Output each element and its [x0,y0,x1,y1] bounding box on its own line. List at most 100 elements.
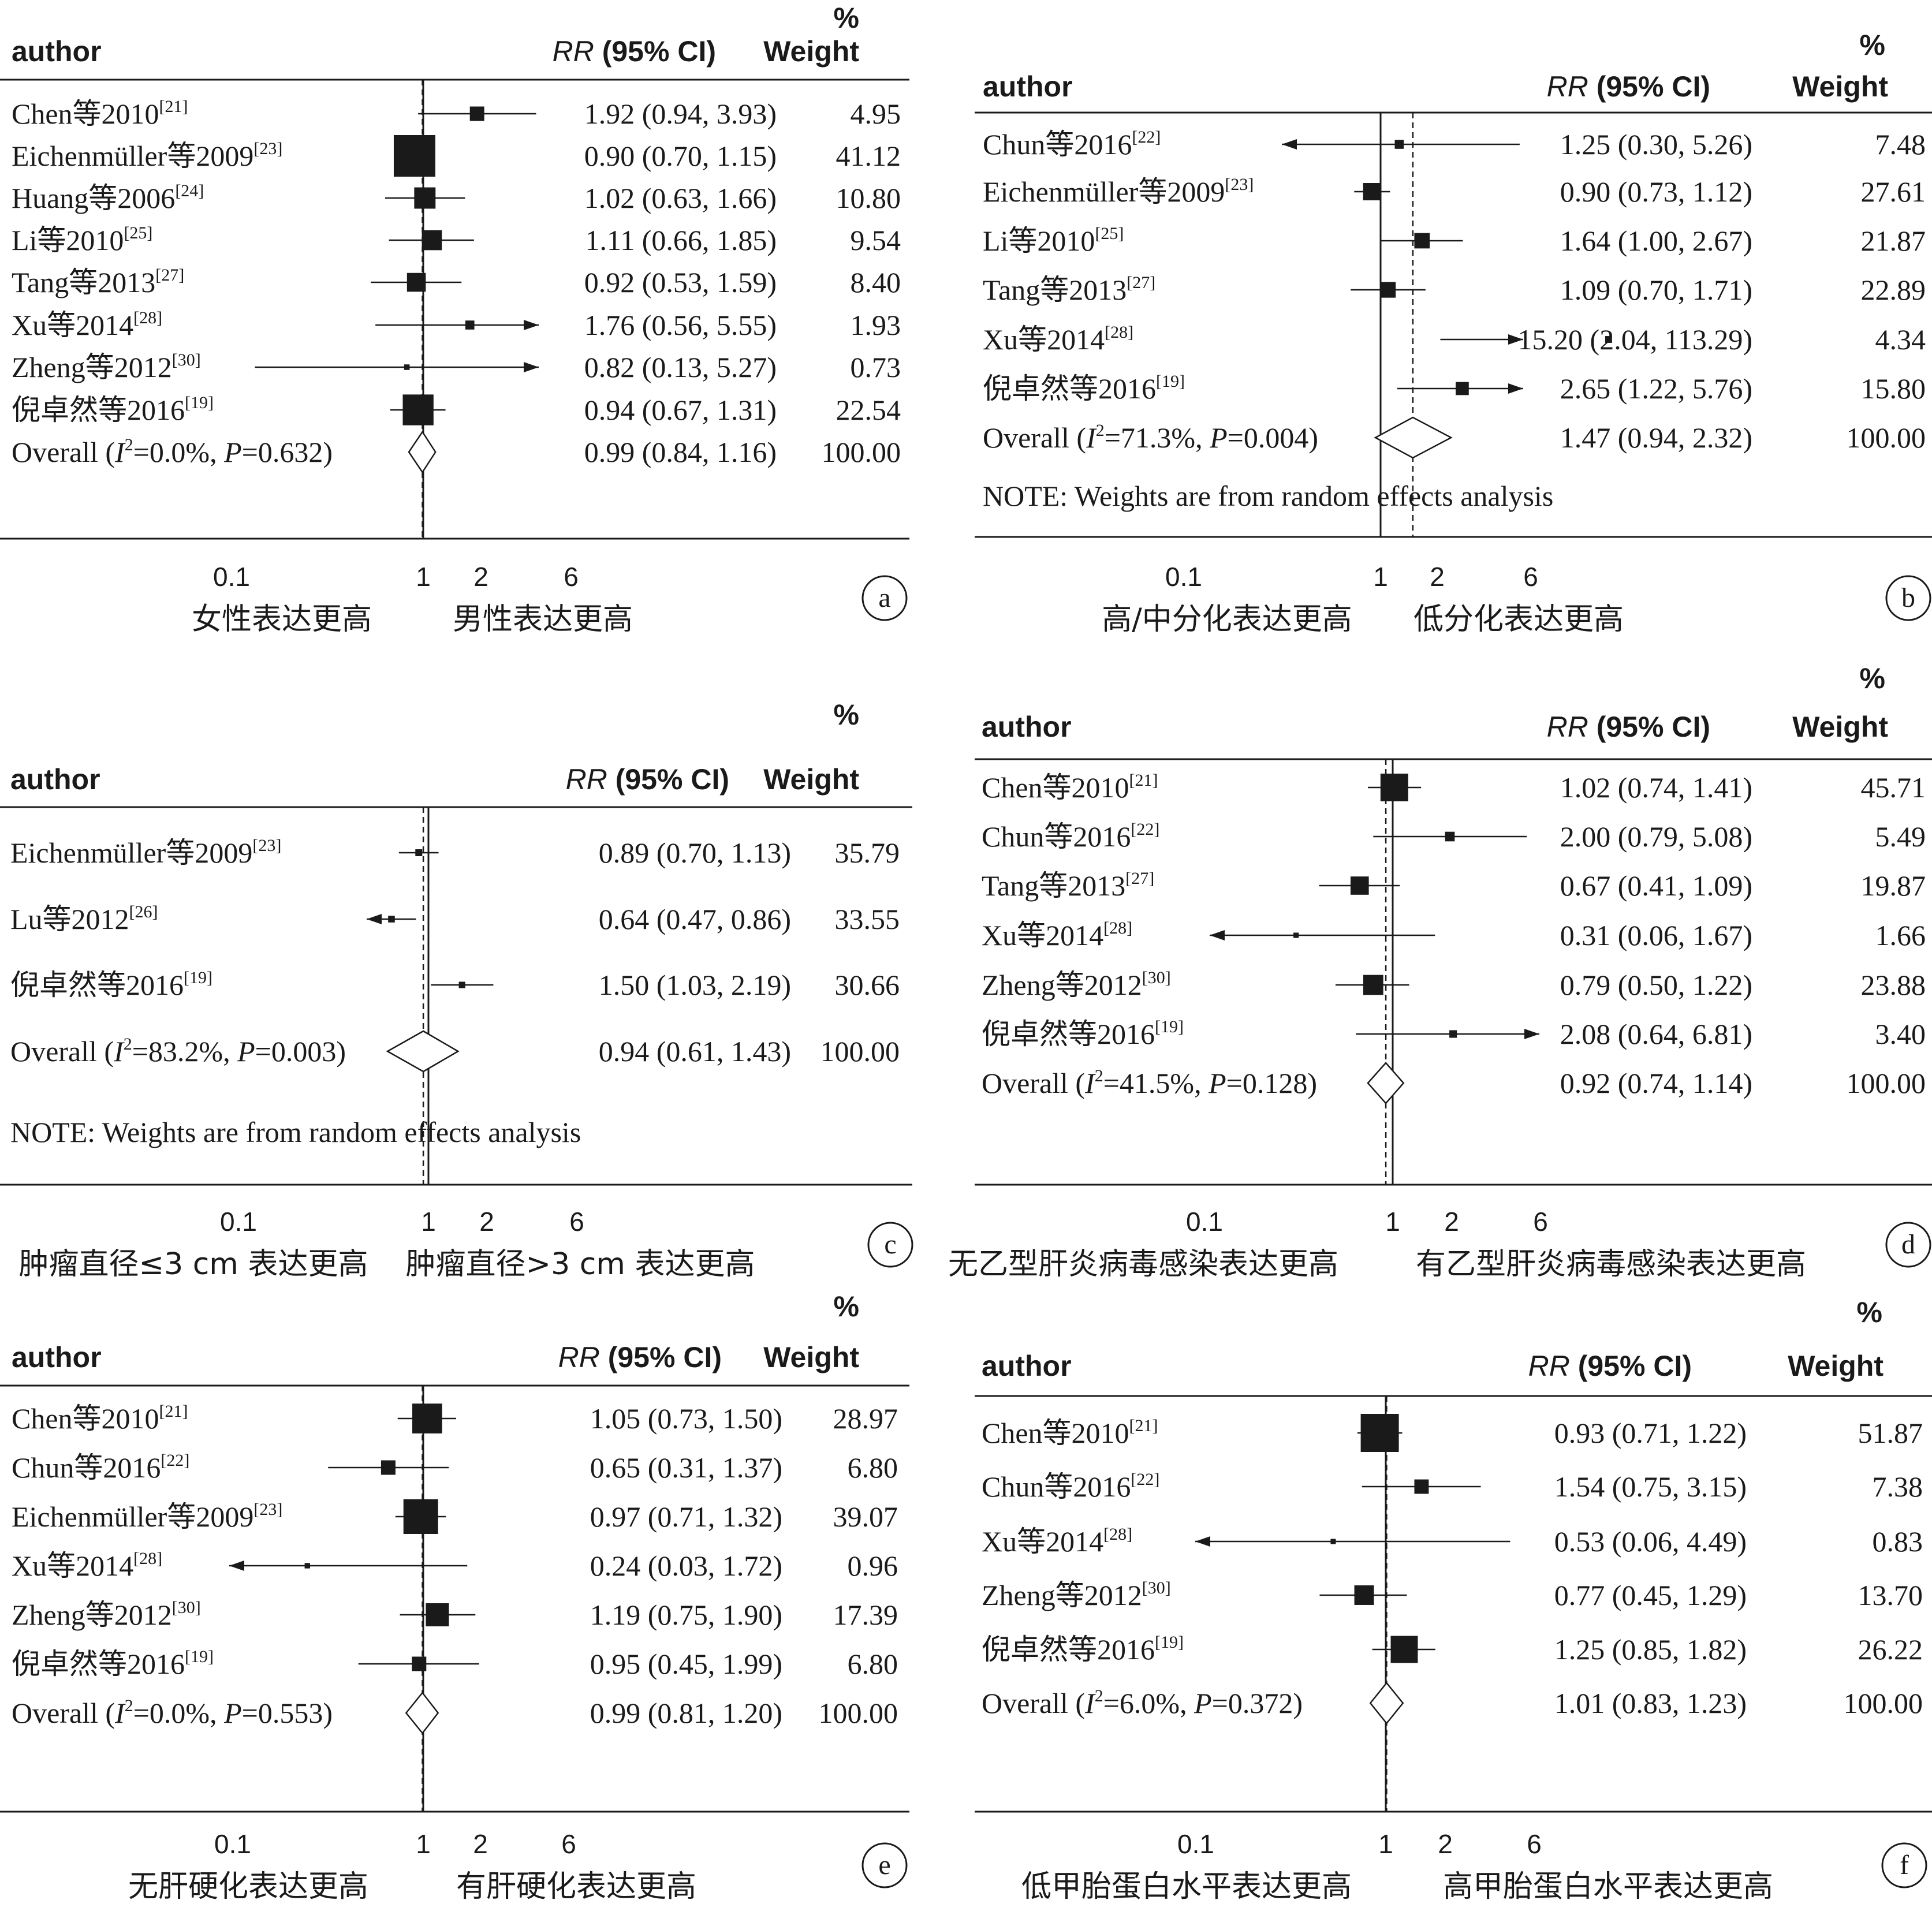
study-name: Zheng等2012[30] [12,1598,201,1631]
weight-value: 0.83 [1873,1525,1923,1558]
rr-ci-value: 1.64 (1.00, 2.67) [1560,225,1752,257]
rr-ci-value: 0.82 (0.13, 5.27) [584,351,777,383]
effect-box [412,1403,442,1434]
rr-ci-value: 1.25 (0.30, 5.26) [1560,128,1752,160]
effect-box [1449,1030,1457,1038]
rr-ci-value: 0.79 (0.50, 1.22) [1560,969,1752,1001]
study-name: 倪卓然等2016[19] [982,1017,1184,1050]
overall-diamond [1369,1682,1404,1724]
ci-arrow-left [1195,1536,1210,1547]
rr-ci-value: 1.05 (0.73, 1.50) [590,1402,782,1435]
effect-box [1379,282,1396,298]
ci-arrow-right [1508,383,1523,394]
study-row: Eichenmüller等2009[23] 0.97 (0.71, 1.32) 39… [12,1499,898,1534]
effect-box [402,394,434,425]
rr-ci-value: 0.90 (0.70, 1.15) [584,140,777,172]
study-row: Xu等2014[28] 15.20 (2.04, 113.29) 4.34 [983,323,1926,356]
rr-ci-value: 1.54 (0.75, 3.15) [1554,1470,1747,1503]
right-favours-caption: 低分化表达更高 [1413,602,1624,637]
overall-diamond [405,1691,439,1735]
x-tick-label: 0.1 [1177,1829,1214,1859]
ci-arrow-right [524,362,539,372]
weight-value: 30.66 [835,969,900,1001]
random-effects-note: NOTE: Weights are from random effects an… [10,1116,581,1148]
x-tick-label: 1 [1385,1207,1400,1237]
rr-ci-value: 0.77 (0.45, 1.29) [1554,1579,1747,1611]
weight-value: 5.49 [1875,820,1926,853]
panel-letter-circle [861,1842,908,1888]
x-tick-label: 6 [1533,1207,1548,1237]
x-tick-label: 6 [1523,562,1538,592]
effect-box [1445,831,1455,842]
study-row: Zheng等2012[30] 0.79 (0.50, 1.22) 23.88 [982,968,1926,1001]
effect-box [465,320,475,330]
study-name: 倪卓然等2016[19] [12,393,214,426]
effect-box [381,1460,396,1475]
overall-rr-ci-value: 1.01 (0.83, 1.23) [1554,1687,1747,1719]
effect-box [1390,1636,1418,1663]
weight-value: 33.55 [835,903,900,935]
left-favours-caption: 无肝硬化表达更高 [128,1869,368,1904]
effect-box [1605,336,1612,343]
effect-box [412,1656,427,1671]
ci-arrow-right [1524,1029,1539,1039]
study-row: Chun等2016[22] 0.65 (0.31, 1.37) 6.80 [12,1451,898,1484]
x-tick-label: 0.1 [213,562,250,592]
right-favours-caption: 肿瘤直径>3 cm 表达更高 [406,1247,755,1282]
right-favours-caption: 有肝硬化表达更高 [456,1869,696,1904]
rr-ci-value: 2.65 (1.22, 5.76) [1560,372,1752,405]
x-tick-label: 1 [1373,562,1388,592]
x-tick-label: 6 [564,562,579,592]
panel-letter: b [1901,583,1915,613]
ci-arrow-right [524,320,539,330]
weight-header: Weight [763,1341,859,1373]
effect-box [1293,932,1299,938]
weight-header: Weight [763,35,859,68]
overall-diamond [386,1030,460,1073]
weight-header: Weight [1792,70,1888,103]
weight-value: 27.61 [1861,176,1926,208]
study-row: 倪卓然等2016[19] 1.50 (1.03, 2.19) 30.66 [10,968,900,1001]
study-name: Lu等2012[26] [10,902,158,935]
study-row: Chun等2016[22] 2.00 (0.79, 5.08) 5.49 [982,820,1926,853]
weight-value: 22.54 [836,394,901,426]
study-row: Chen等2010[21] 1.92 (0.94, 3.93) 4.95 [12,97,901,130]
overall-label: Overall (I2=83.2%, P=0.003) [10,1035,346,1067]
overall-weight-value: 100.00 [1847,1067,1926,1099]
right-favours-caption: 有乙型肝炎病毒感染表达更高 [1416,1247,1806,1282]
weight-value: 4.34 [1875,323,1926,356]
overall-label: Overall (I2=41.5%, P=0.128) [982,1066,1317,1099]
overall-rr-ci-value: 0.99 (0.81, 1.20) [590,1697,782,1729]
x-tick-label: 2 [1438,1829,1453,1859]
x-tick-label: 2 [479,1207,494,1237]
x-tick-label: 0.1 [1186,1207,1223,1237]
study-row: Xu等2014[28] 0.53 (0.06, 4.49) 0.83 [982,1525,1923,1558]
author-header: author [982,1350,1072,1382]
rr-ci-header: RR (95% CI) [1547,711,1710,743]
study-row: Lu等2012[26] 0.64 (0.47, 0.86) 33.55 [10,902,900,935]
study-row: Li等2010[25] 1.64 (1.00, 2.67) 21.87 [983,224,1926,257]
overall-weight-value: 100.00 [1844,1687,1923,1719]
forest-panel-f: % author RR (95% CI) Weight 0.1 1 2 6 Chen等2010[… [975,1296,1932,1904]
rr-ci-header: RR (95% CI) [566,763,729,796]
rr-ci-value: 0.64 (0.47, 0.86) [599,903,791,935]
study-name: Huang等2006[24] [12,181,204,214]
study-row: Zheng等2012[30] 0.77 (0.45, 1.29) 13.70 [982,1578,1923,1611]
study-row: Tang等2013[27] 0.92 (0.53, 1.59) 8.40 [12,266,901,298]
forest-panel-b: % author RR (95% CI) Weight 0.1 1 2 6 Chun等2016[… [975,29,1932,637]
weight-value: 7.48 [1875,128,1926,160]
author-header: author [983,70,1073,103]
effect-box [393,135,435,177]
forest-panel-e: % author RR (95% CI) Weight 0.1 1 2 6 Chen等2010[… [0,1290,909,1904]
effect-box [422,230,442,251]
panel-letter-circle [1885,1222,1931,1268]
effect-box [1414,233,1430,249]
left-favours-caption: 低甲胎蛋白水平表达更高 [1021,1869,1352,1904]
effect-box [414,187,436,209]
overall-diamond [1367,1062,1405,1104]
study-row: Chen等2010[21] 1.02 (0.74, 1.41) 45.71 [982,771,1926,804]
study-name: Tang等2013[27] [983,273,1155,306]
study-row: Xu等2014[28] 0.31 (0.06, 1.67) 1.66 [982,919,1926,951]
left-favours-caption: 高/中分化表达更高 [1102,602,1352,637]
